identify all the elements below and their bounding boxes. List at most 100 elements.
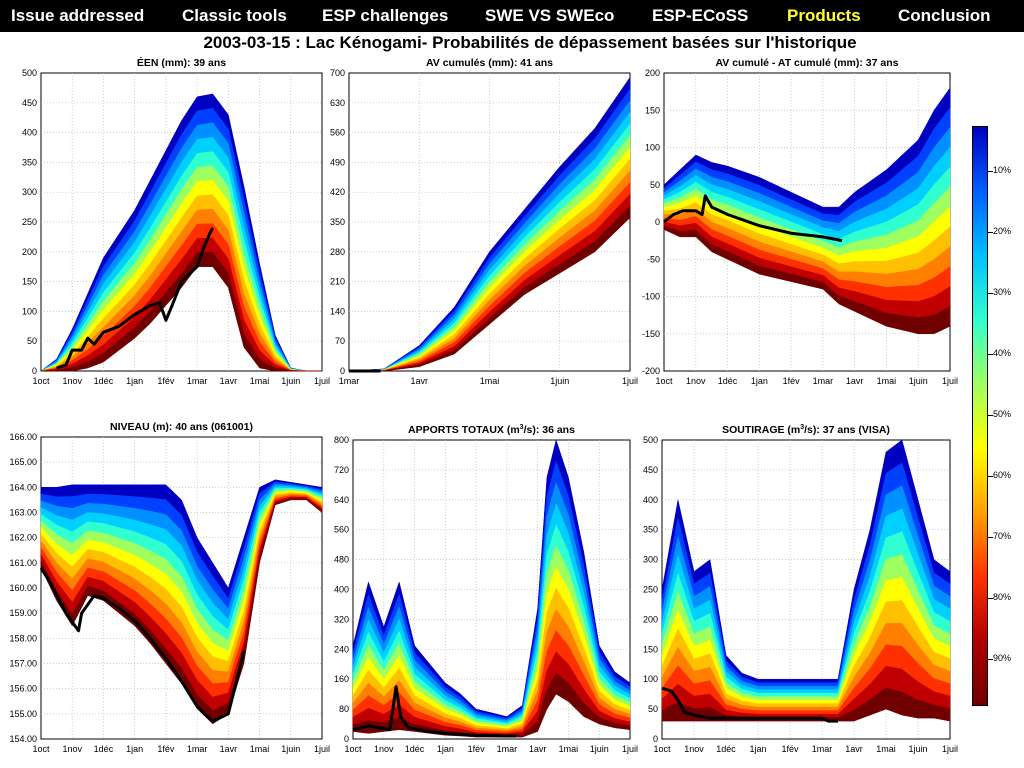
nav-issue-addressed[interactable]: Issue addressed — [11, 6, 145, 25]
y-tick-label: 450 — [22, 98, 37, 108]
y-tick-label: 420 — [330, 187, 345, 197]
y-tick-label: 0 — [340, 366, 345, 376]
nav-esp-ecoss[interactable]: ESP-ECoSS — [652, 6, 749, 25]
y-tick-label: 250 — [22, 217, 37, 227]
y-tick-label: 50 — [650, 180, 660, 190]
x-tick-label: 1juin — [908, 744, 927, 754]
colorbar-tick — [988, 415, 993, 416]
y-tick-label: 70 — [335, 336, 345, 346]
x-tick-label: 1avr — [220, 744, 238, 754]
probability-band — [663, 225, 951, 335]
colorbar-label: 50% — [993, 409, 1012, 419]
y-tick-label: 300 — [22, 187, 37, 197]
y-tick-label: 156.00 — [9, 684, 37, 694]
colorbar-tick — [988, 476, 993, 477]
y-tick-label: -100 — [642, 292, 660, 302]
colorbar-label: 30% — [993, 287, 1012, 297]
x-tick-label: 1déc — [716, 744, 736, 754]
chart-title: AV cumulés (mm): 41 ans — [426, 57, 553, 69]
x-tick-label: 1juil — [314, 376, 330, 386]
y-tick-label: 350 — [330, 217, 345, 227]
x-tick-label: 1mar — [187, 744, 208, 754]
y-tick-label: 0 — [344, 734, 349, 744]
x-tick-label: 1nov — [374, 744, 394, 754]
probability-band — [40, 252, 322, 372]
y-tick-label: 163.00 — [9, 508, 37, 518]
chart-title: APPORTS TOTAUX (m3/s): 36 ans — [408, 424, 575, 436]
y-tick-label: 320 — [334, 614, 349, 624]
chart-title: SOUTIRAGE (m3/s): 37 ans (VISA) — [722, 424, 890, 436]
x-tick-label: 1mai — [480, 376, 500, 386]
y-tick-label: 200 — [645, 68, 660, 78]
x-tick-label: 1mar — [812, 744, 833, 754]
x-tick-label: 1déc — [94, 744, 114, 754]
y-tick-label: 400 — [334, 585, 349, 595]
x-tick-label: 1nov — [62, 376, 82, 386]
x-tick-label: 1juin — [550, 376, 569, 386]
observed-series — [352, 685, 517, 738]
x-tick-label: 1jan — [437, 744, 454, 754]
colorbar-tick — [988, 171, 993, 172]
x-tick-label: 1oct — [32, 376, 50, 386]
y-tick-label: 560 — [330, 128, 345, 138]
colorbar-label: 40% — [993, 348, 1012, 358]
y-tick-label: 250 — [643, 585, 658, 595]
x-tick-label: 1jan — [126, 376, 143, 386]
x-tick-label: 1avr — [220, 376, 238, 386]
x-tick-label: 1juin — [281, 376, 300, 386]
y-tick-label: -200 — [642, 366, 660, 376]
y-tick-label: -150 — [642, 329, 660, 339]
x-tick-label: 1déc — [718, 376, 738, 386]
x-tick-label: 1juil — [622, 744, 638, 754]
y-tick-label: 280 — [330, 247, 345, 257]
observed-series — [663, 194, 843, 243]
x-tick-label: 1avr — [529, 744, 547, 754]
y-tick-label: 100 — [645, 143, 660, 153]
y-tick-label: 480 — [334, 555, 349, 565]
colorbar-tick — [988, 537, 993, 538]
nav-esp-challenges[interactable]: ESP challenges — [322, 6, 449, 25]
chart-title: AV cumulé - AT cumulé (mm): 37 ans — [715, 57, 898, 69]
x-tick-label: 1jan — [749, 744, 766, 754]
y-tick-label: 161.00 — [9, 558, 37, 568]
y-tick-label: 800 — [334, 435, 349, 445]
x-tick-label: 1jan — [126, 744, 143, 754]
x-tick-label: 1nov — [686, 376, 706, 386]
y-tick-label: 0 — [655, 217, 660, 227]
y-tick-label: 300 — [643, 555, 658, 565]
nav-classic-tools[interactable]: Classic tools — [182, 6, 287, 25]
x-tick-label: 1mai — [559, 744, 579, 754]
x-tick-label: 1mar — [187, 376, 208, 386]
x-tick-label: 1avr — [410, 376, 428, 386]
probability-band — [352, 672, 631, 738]
probability-band — [348, 205, 631, 372]
x-tick-label: 1juin — [281, 744, 300, 754]
y-tick-label: 0 — [653, 734, 658, 744]
y-tick-label: 50 — [27, 336, 37, 346]
y-tick-label: -50 — [647, 254, 660, 264]
x-tick-label: 1déc — [405, 744, 425, 754]
y-tick-label: 157.00 — [9, 659, 37, 669]
x-tick-label: 1nov — [684, 744, 704, 754]
x-tick-label: 1fév — [157, 376, 175, 386]
observed-series — [39, 567, 246, 723]
y-tick-label: 630 — [330, 98, 345, 108]
x-tick-label: 1mai — [250, 376, 270, 386]
y-tick-label: 240 — [334, 644, 349, 654]
nav-conclusion[interactable]: Conclusion — [898, 6, 991, 25]
x-tick-label: 1juil — [622, 376, 638, 386]
y-tick-label: 150 — [645, 105, 660, 115]
y-tick-label: 500 — [643, 435, 658, 445]
y-tick-label: 150 — [643, 644, 658, 654]
x-tick-label: 1jan — [751, 376, 768, 386]
nav-products[interactable]: Products — [787, 6, 861, 25]
nav-swe-vs-sweco[interactable]: SWE VS SWEco — [485, 6, 615, 25]
colorbar-label: 10% — [993, 165, 1012, 175]
colorbar-tick — [988, 354, 993, 355]
observed-series — [661, 686, 838, 723]
x-tick-label: 1avr — [845, 744, 863, 754]
x-tick-label: 1juil — [314, 744, 330, 754]
y-tick-label: 166.00 — [9, 432, 37, 442]
y-tick-label: 164.00 — [9, 482, 37, 492]
